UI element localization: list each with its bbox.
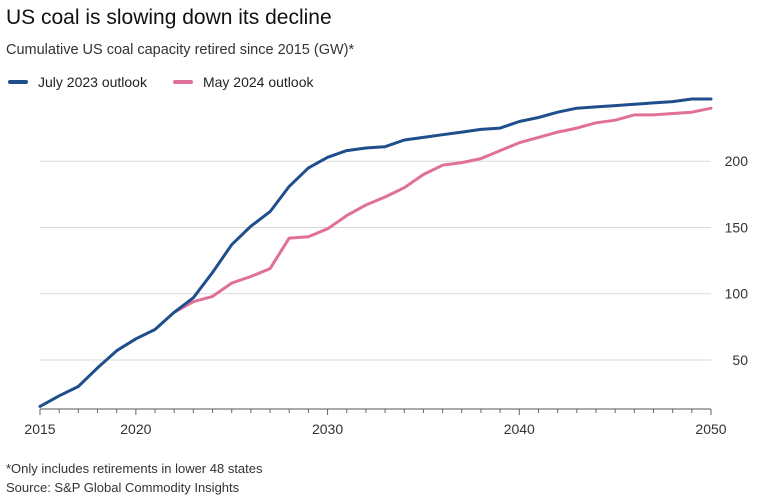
- x-tick-label-2030: 2030: [312, 421, 343, 437]
- x-tick-label-2015: 2015: [24, 421, 55, 437]
- x-tick-label-2050: 2050: [695, 421, 726, 437]
- x-tick-label-2040: 2040: [504, 421, 535, 437]
- y-tick-label-200: 200: [725, 153, 749, 169]
- chart-subtitle: Cumulative US coal capacity retired sinc…: [6, 42, 355, 58]
- source-note: Source: S&P Global Commodity Insights: [6, 480, 240, 495]
- x-tick-label-2020: 2020: [120, 421, 151, 437]
- legend-swatch-july-2023: [8, 80, 28, 84]
- series-line-may-2024-outlook: [172, 106, 713, 314]
- legend-swatch-may-2024: [172, 80, 193, 84]
- legend-item-may-2024: May 2024 outlook: [172, 74, 314, 90]
- legend-label-july-2023: July 2023 outlook: [38, 74, 147, 90]
- legend-label-may-2024: May 2024 outlook: [202, 74, 314, 90]
- y-tick-label-50: 50: [732, 352, 748, 368]
- y-tick-label-100: 100: [725, 286, 749, 302]
- footnote: *Only includes retirements in lower 48 s…: [6, 461, 263, 476]
- legend: July 2023 outlook May 2024 outlook: [8, 74, 340, 90]
- series-line-july-2023-outlook: [38, 97, 713, 408]
- legend-item-july-2023: July 2023 outlook: [8, 74, 147, 90]
- y-tick-label-150: 150: [725, 219, 749, 235]
- chart-title: US coal is slowing down its decline: [6, 6, 332, 29]
